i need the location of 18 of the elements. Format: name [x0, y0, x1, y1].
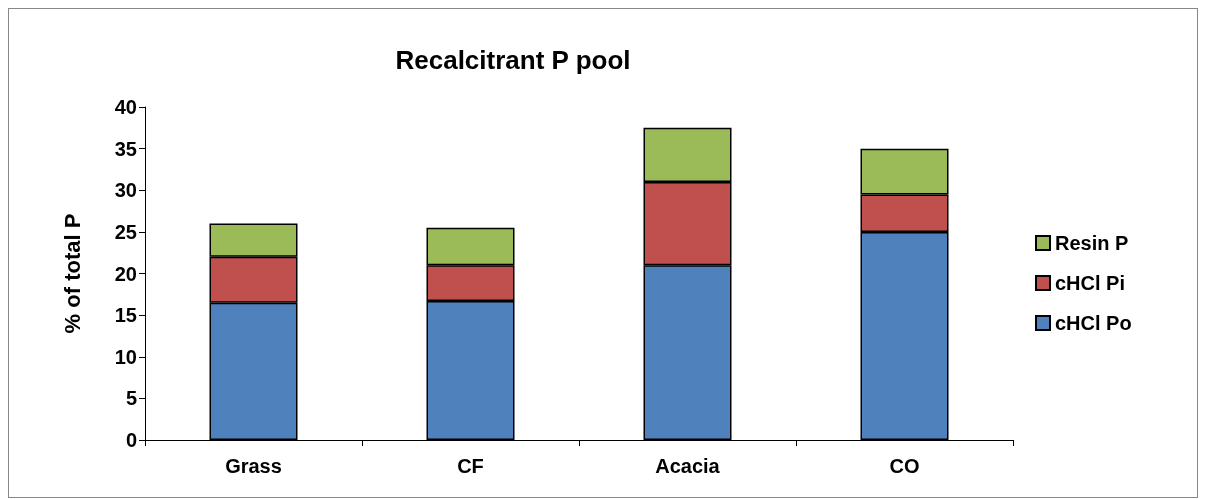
y-tick-label: 25 [114, 220, 137, 243]
y-tick-label: 35 [114, 137, 137, 160]
legend-label: cHCl Po [1055, 312, 1132, 334]
y-tick-label: 15 [114, 304, 137, 327]
legend-label: Resin P [1055, 232, 1129, 254]
y-tick-label: 0 [125, 429, 137, 451]
y-tick-label: 30 [114, 179, 137, 202]
y-tick-label: 5 [125, 387, 137, 410]
y-tick-label: 40 [114, 96, 137, 118]
x-tick-label: CO [889, 455, 920, 477]
chart-title: Recalcitrant P pool [395, 45, 631, 75]
x-tick-label: Acacia [655, 455, 721, 477]
legend-label: cHCl Pi [1055, 272, 1126, 294]
x-tick-label: Grass [225, 455, 282, 477]
y-tick-label: 10 [114, 345, 137, 368]
y-tick-label: 20 [114, 262, 137, 285]
x-tick-label: CF [457, 455, 484, 477]
y-axis-title: % of total P [59, 213, 85, 334]
